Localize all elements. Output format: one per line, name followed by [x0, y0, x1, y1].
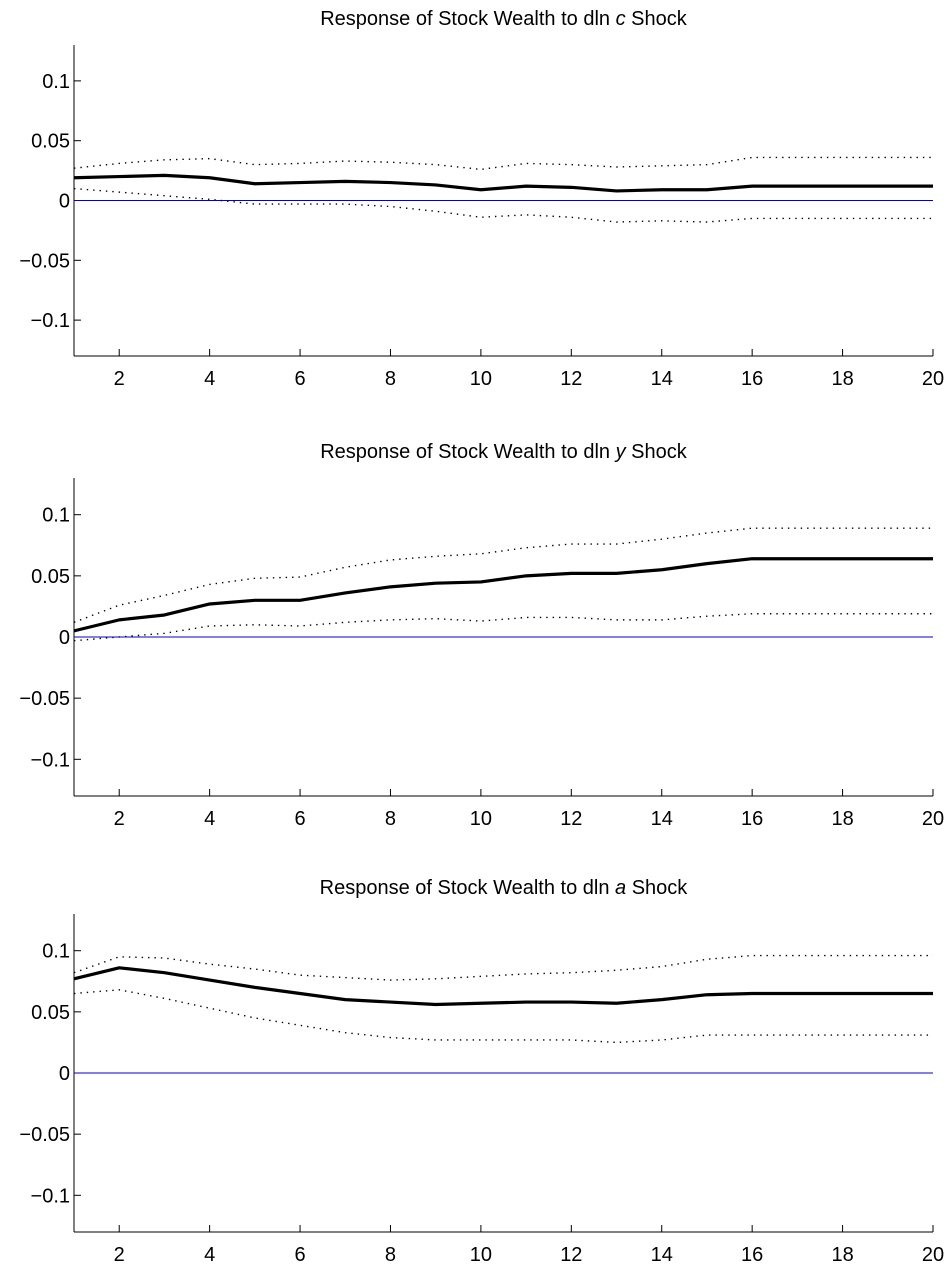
- x-tick-label: 20: [922, 368, 944, 390]
- title-variable: a: [615, 877, 626, 899]
- y-tick-label: 0.1: [42, 71, 70, 93]
- y-tick-label: 0.05: [31, 566, 70, 588]
- x-tick-label: 6: [294, 808, 305, 830]
- upper-confidence-band: [73, 527, 933, 623]
- lower-confidence-band: [73, 989, 933, 1044]
- y-tick-label: 0.05: [31, 1002, 70, 1024]
- title-suffix: Shock: [626, 441, 688, 463]
- panel-title: Response of Stock Wealth to dln c Shock: [320, 8, 688, 30]
- y-tick-label: 0.05: [31, 131, 70, 153]
- panel-2: Response of Stock Wealth to dln y Shock 0…: [19, 441, 944, 830]
- x-tick-label: 18: [831, 808, 853, 830]
- y-tick-label: −0.1: [31, 1185, 70, 1207]
- irf-response-line: [73, 557, 933, 633]
- x-tick-label: 16: [741, 368, 763, 390]
- x-tick-label: 4: [204, 1244, 215, 1264]
- lower-confidence-band: [73, 613, 933, 642]
- x-tick-label: 4: [204, 808, 215, 830]
- y-tick-label: −0.05: [19, 688, 70, 710]
- x-tick-label: 10: [470, 808, 492, 830]
- x-tick-label: 6: [294, 1244, 305, 1264]
- y-tick-label: −0.05: [19, 250, 70, 272]
- x-tick-label: 6: [294, 368, 305, 390]
- y-tick-label: 0: [59, 1063, 70, 1085]
- title-prefix: Response of Stock Wealth to dln: [320, 877, 615, 899]
- title-variable: y: [614, 441, 627, 463]
- x-tick-label: 10: [470, 1244, 492, 1264]
- x-tick-label: 4: [204, 368, 215, 390]
- title-prefix: Response of Stock Wealth to dln: [320, 441, 615, 463]
- x-tick-label: 8: [385, 808, 396, 830]
- x-tick-label: 16: [741, 1244, 763, 1264]
- irf-response-line: [73, 173, 933, 193]
- irf-response-line: [73, 966, 933, 1007]
- x-tick-label: 16: [741, 808, 763, 830]
- x-tick-label: 2: [114, 368, 125, 390]
- x-tick-label: 14: [651, 808, 673, 830]
- x-tick-label: 20: [922, 808, 944, 830]
- title-prefix: Response of Stock Wealth to dln: [320, 8, 615, 30]
- panel-3: Response of Stock Wealth to dln a Shock 0…: [19, 877, 944, 1264]
- x-tick-label: 8: [385, 1244, 396, 1264]
- y-tick-label: −0.05: [19, 1124, 70, 1146]
- x-tick-label: 12: [560, 808, 582, 830]
- y-tick-label: 0.1: [42, 941, 70, 963]
- x-tick-label: 18: [831, 368, 853, 390]
- x-tick-label: 8: [385, 368, 396, 390]
- x-tick-label: 10: [470, 368, 492, 390]
- y-tick-label: −0.1: [31, 749, 70, 771]
- y-tick-label: −0.1: [31, 310, 70, 332]
- y-tick-label: 0.1: [42, 505, 70, 527]
- x-tick-label: 14: [651, 1244, 673, 1264]
- title-variable: c: [616, 8, 626, 30]
- upper-confidence-band: [73, 156, 933, 171]
- title-suffix: Shock: [626, 8, 688, 30]
- panel-title: Response of Stock Wealth to dln a Shock: [320, 877, 689, 899]
- x-tick-label: 12: [560, 1244, 582, 1264]
- x-tick-label: 20: [922, 1244, 944, 1264]
- y-tick-label: 0: [59, 627, 70, 649]
- panel-title: Response of Stock Wealth to dln y Shock: [320, 441, 688, 463]
- x-tick-label: 12: [560, 368, 582, 390]
- x-tick-label: 14: [651, 368, 673, 390]
- title-suffix: Shock: [626, 877, 688, 899]
- x-tick-label: 18: [831, 1244, 853, 1264]
- y-tick-label: 0: [59, 191, 70, 213]
- x-tick-label: 2: [114, 1244, 125, 1264]
- x-tick-label: 2: [114, 808, 125, 830]
- lower-confidence-band: [73, 187, 933, 223]
- panel-1: Response of Stock Wealth to dln c Shock 0…: [19, 8, 944, 390]
- upper-confidence-band: [73, 954, 933, 981]
